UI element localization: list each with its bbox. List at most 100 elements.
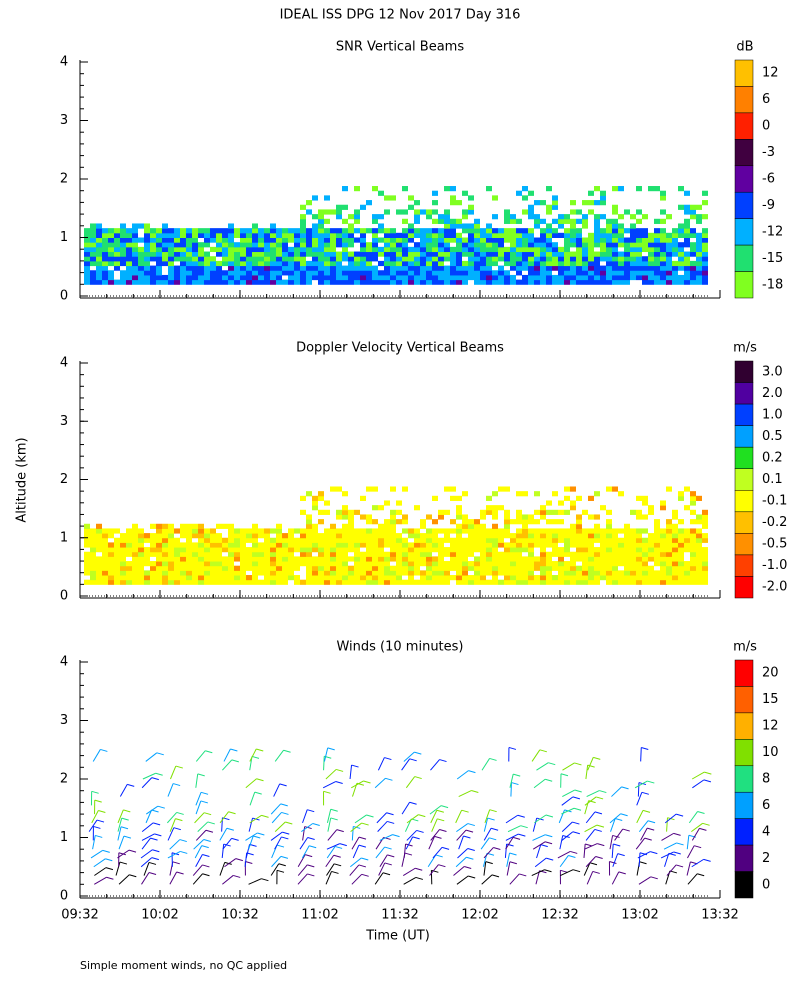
field-cell xyxy=(252,570,258,575)
field-cell xyxy=(90,552,96,557)
field-cell xyxy=(462,242,468,247)
field-cell xyxy=(558,575,564,580)
field-cell xyxy=(180,238,186,243)
field-cell xyxy=(402,280,408,285)
field-cell xyxy=(138,252,144,257)
field-cell xyxy=(402,266,408,271)
field-cell xyxy=(480,256,486,261)
field-cell xyxy=(534,575,540,580)
field-cell xyxy=(588,496,594,501)
field-cell xyxy=(510,570,516,575)
field-cell xyxy=(378,275,384,280)
field-cell xyxy=(558,275,564,280)
field-cell xyxy=(540,275,546,280)
field-cell xyxy=(624,528,630,533)
colorbar-label: -15 xyxy=(762,251,783,266)
field-cell xyxy=(570,266,576,271)
field-cell xyxy=(312,580,318,585)
field-cell xyxy=(546,266,552,271)
field-cell xyxy=(216,275,222,280)
field-cell xyxy=(360,496,366,501)
field-cell xyxy=(168,252,174,257)
field-cell xyxy=(402,552,408,557)
field-cell xyxy=(426,256,432,261)
field-cell xyxy=(540,228,546,233)
field-cell xyxy=(564,547,570,552)
field-cell xyxy=(96,223,102,228)
field-cell xyxy=(696,552,702,557)
field-cell xyxy=(318,552,324,557)
field-cell xyxy=(636,566,642,571)
field-cell xyxy=(396,209,402,214)
field-cell xyxy=(162,524,168,529)
field-cell xyxy=(330,261,336,266)
field-cell xyxy=(678,275,684,280)
field-cell xyxy=(258,228,264,233)
field-cell xyxy=(588,533,594,538)
field-cell xyxy=(600,200,606,205)
field-cell xyxy=(420,552,426,557)
field-cell xyxy=(462,514,468,519)
field-cell xyxy=(426,270,432,275)
field-cell xyxy=(318,496,324,501)
field-cell xyxy=(492,252,498,257)
field-cell xyxy=(588,575,594,580)
field-cell xyxy=(330,566,336,571)
field-cell xyxy=(672,252,678,257)
field-cell xyxy=(150,233,156,238)
field-cell xyxy=(456,542,462,547)
field-cell xyxy=(468,552,474,557)
field-cell xyxy=(300,247,306,252)
field-cell xyxy=(180,556,186,561)
field-cell xyxy=(336,214,342,219)
field-cell xyxy=(414,505,420,510)
field-cell xyxy=(204,556,210,561)
field-cell xyxy=(540,247,546,252)
field-cell xyxy=(186,280,192,285)
field-cell xyxy=(96,275,102,280)
field-cell xyxy=(270,261,276,266)
field-cell xyxy=(600,233,606,238)
field-cell xyxy=(486,266,492,271)
field-cell xyxy=(366,561,372,566)
field-cell xyxy=(660,256,666,261)
field-cell xyxy=(402,538,408,543)
field-cell xyxy=(132,542,138,547)
field-cell xyxy=(570,242,576,247)
field-cell xyxy=(378,542,384,547)
field-cell xyxy=(360,566,366,571)
field-cell xyxy=(264,256,270,261)
field-cell xyxy=(528,570,534,575)
field-cell xyxy=(126,242,132,247)
field-cell xyxy=(330,486,336,491)
field-cell xyxy=(678,519,684,524)
y-tick-label: 4 xyxy=(60,655,68,670)
field-cell xyxy=(702,561,708,566)
field-cell xyxy=(84,538,90,543)
field-cell xyxy=(456,528,462,533)
field-cell xyxy=(672,514,678,519)
field-cell xyxy=(420,247,426,252)
field-cell xyxy=(696,542,702,547)
field-cell xyxy=(480,533,486,538)
field-cell xyxy=(642,538,648,543)
field-cell xyxy=(564,242,570,247)
field-cell xyxy=(672,270,678,275)
field-cell xyxy=(468,256,474,261)
field-cell xyxy=(534,275,540,280)
field-cell xyxy=(282,552,288,557)
field-cell xyxy=(414,252,420,257)
field-cell xyxy=(306,580,312,585)
field-cell xyxy=(258,580,264,585)
field-cell xyxy=(456,570,462,575)
field-cell xyxy=(150,266,156,271)
field-cell xyxy=(354,510,360,515)
field-cell xyxy=(330,228,336,233)
colorbar-box xyxy=(735,533,753,555)
field-cell xyxy=(564,275,570,280)
field-cell xyxy=(186,233,192,238)
field-cell xyxy=(444,275,450,280)
field-cell xyxy=(288,542,294,547)
field-cell xyxy=(300,556,306,561)
